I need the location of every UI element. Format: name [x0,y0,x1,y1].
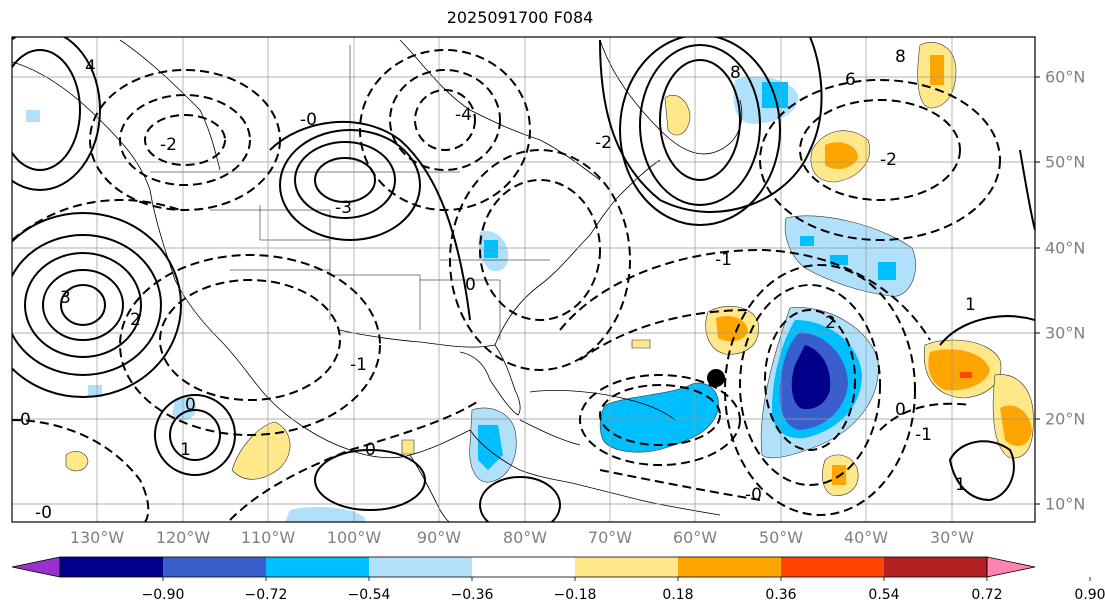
contour-label: -2 [595,133,612,153]
contour-label: 0 [465,275,476,295]
lon-label: 40°W [843,528,889,547]
contour-label: -2 [880,150,897,170]
contour-label: 2 [130,310,141,330]
contour-label: 0 [20,410,31,430]
contour-label: 1 [965,295,976,315]
lon-label: 60°W [672,528,718,547]
colorbar-bin [163,557,267,577]
contour-label: -0 [745,485,762,505]
lon-label: 50°W [758,528,804,547]
colorbar-tick-label: −0.36 [450,587,494,603]
colorbar-bin [60,557,164,577]
contour-label: -0 [35,503,52,523]
contour-label: 8 [730,63,741,83]
contour-label: 2 [825,313,836,333]
lon-label: 130°W [69,528,125,547]
contour-label: 3 [60,288,71,308]
contour-label: -1 [715,250,732,270]
contour-label: 6 [845,70,856,90]
contour-label: -1 [350,355,367,375]
contour-label: -0 [300,110,317,130]
colorbar-bin [884,557,988,577]
colorbar-tick-label: −0.72 [244,587,288,603]
lon-label: 100°W [326,528,382,547]
lon-label: 80°W [502,528,548,547]
lon-label: 70°W [587,528,633,547]
lat-label: 50°N [1045,152,1086,172]
colorbar-tick-label: −0.54 [347,587,391,603]
colorbar-tick-label: −0.18 [553,587,597,603]
colorbar-tick-label: 0.72 [971,587,1003,603]
contour-label: -4 [455,105,472,125]
lat-label: 20°N [1045,409,1086,429]
colorbar-bin [575,557,679,577]
colorbar-bin [781,557,885,577]
gridlines [12,37,1035,522]
lat-label: 60°N [1045,67,1086,87]
colorbar-bin [369,557,473,577]
map-frame [11,36,1036,523]
colorbar-tick-label: 0.54 [868,587,900,603]
colorbar [11,556,1091,581]
contour-label: 0 [895,400,906,420]
contour-label: 8 [895,47,906,67]
lat-label: 10°N [1045,494,1086,514]
lat-label: 40°N [1045,238,1086,258]
lon-label: 30°W [929,528,975,547]
colorbar-tick-label: −0.90 [141,587,185,603]
colorbar-tick-label: 0.90 [1074,587,1105,603]
contour-label: -1 [915,425,932,445]
lat-ticks [1035,76,1040,505]
lon-label: 110°W [240,528,296,547]
state-borders [150,45,550,340]
contour-label: 0 [365,440,376,460]
solid-contours [12,37,1035,522]
colorbar-bin [678,557,782,577]
contour-label: 0 [185,395,196,415]
contour-label: 1 [955,475,966,495]
lon-label: 120°W [155,528,211,547]
colorbar-tick-label: 0.36 [765,587,797,603]
colorbar-bin [266,557,370,577]
colorbar-bin [472,557,576,577]
contour-labels: 4 3 2 1 0 -2 -1 -0 -3 -4 0 8 -2 -1 2 -2 … [20,47,976,523]
contour-label: -2 [160,135,177,155]
contour-label: 4 [85,57,96,77]
map-title: 2025091700 F084 [446,8,594,27]
contour-label: -3 [335,198,352,218]
lon-label: 90°W [416,528,462,547]
lat-label: 30°N [1045,323,1086,343]
contour-label: 1 [180,440,191,460]
dashed-contours [12,49,1001,522]
storm-center-marker [707,369,725,387]
colorbar-tick-label: 0.18 [662,587,694,603]
